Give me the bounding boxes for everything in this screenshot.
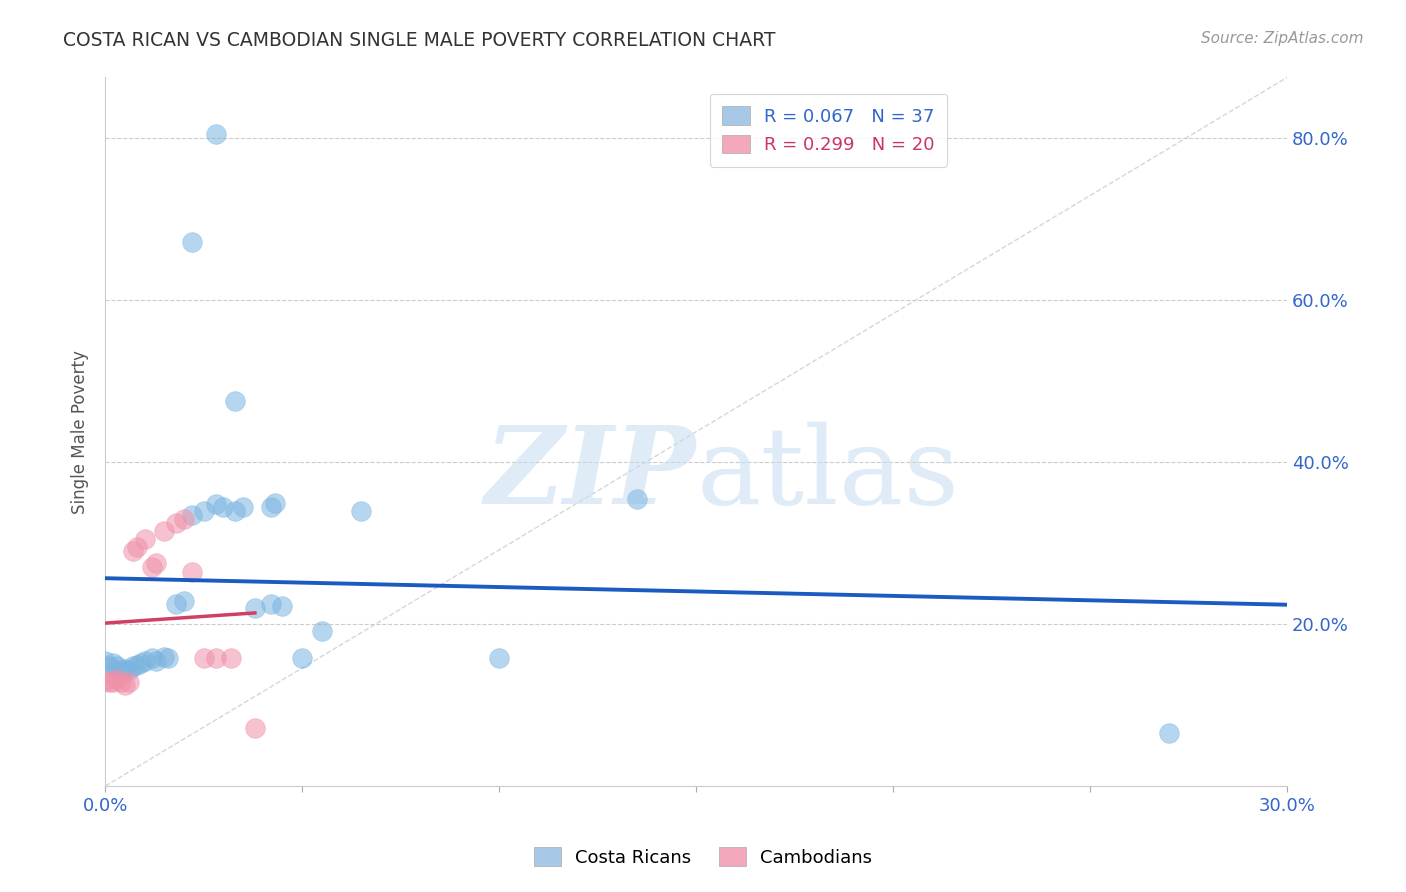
Point xyxy=(125,657,148,672)
Text: COSTA RICAN VS CAMBODIAN SINGLE MALE POVERTY CORRELATION CHART: COSTA RICAN VS CAMBODIAN SINGLE MALE POV… xyxy=(63,31,776,50)
Text: Source: ZipAtlas.com: Source: ZipAtlas.com xyxy=(1201,31,1364,46)
Point xyxy=(173,512,195,526)
Text: ZIP: ZIP xyxy=(485,421,696,527)
Point xyxy=(145,654,167,668)
Point xyxy=(224,504,246,518)
Point xyxy=(204,497,226,511)
Point xyxy=(134,654,156,668)
Point xyxy=(94,673,117,688)
Point xyxy=(180,508,202,522)
Point xyxy=(134,532,156,546)
Point xyxy=(291,651,314,665)
Point xyxy=(105,672,128,686)
Point xyxy=(114,678,136,692)
Y-axis label: Single Male Poverty: Single Male Poverty xyxy=(72,350,89,514)
Point xyxy=(141,651,163,665)
Point xyxy=(98,675,121,690)
Point xyxy=(193,504,215,518)
Point xyxy=(212,500,235,514)
Point xyxy=(101,656,124,670)
Point xyxy=(165,597,187,611)
Point xyxy=(626,491,648,506)
Legend: Costa Ricans, Cambodians: Costa Ricans, Cambodians xyxy=(527,840,879,874)
Point xyxy=(173,594,195,608)
Point xyxy=(243,721,266,735)
Point xyxy=(110,663,132,677)
Point xyxy=(232,500,254,514)
Point xyxy=(180,565,202,579)
Point xyxy=(193,651,215,665)
Text: atlas: atlas xyxy=(696,422,959,527)
Point xyxy=(271,599,294,614)
Point xyxy=(224,394,246,409)
Point xyxy=(243,601,266,615)
Point xyxy=(121,544,143,558)
Point xyxy=(101,675,124,690)
Point xyxy=(260,500,283,514)
Point xyxy=(263,496,285,510)
Point xyxy=(141,560,163,574)
Point xyxy=(204,651,226,665)
Point xyxy=(204,127,226,141)
Point xyxy=(98,659,121,673)
Point xyxy=(488,651,510,665)
Point xyxy=(219,651,242,665)
Point xyxy=(350,504,373,518)
Point xyxy=(125,540,148,554)
Legend: R = 0.067   N = 37, R = 0.299   N = 20: R = 0.067 N = 37, R = 0.299 N = 20 xyxy=(710,94,948,167)
Point xyxy=(105,659,128,673)
Point xyxy=(165,516,187,530)
Point xyxy=(110,675,132,690)
Point xyxy=(157,651,180,665)
Point xyxy=(129,656,152,670)
Point xyxy=(121,659,143,673)
Point xyxy=(153,649,176,664)
Point xyxy=(118,675,141,690)
Point xyxy=(260,597,283,611)
Point xyxy=(118,663,141,677)
Point xyxy=(311,624,333,638)
Point xyxy=(180,235,202,249)
Point xyxy=(1157,726,1180,740)
Point xyxy=(145,557,167,571)
Point xyxy=(153,524,176,538)
Point xyxy=(94,654,117,668)
Point xyxy=(114,662,136,676)
